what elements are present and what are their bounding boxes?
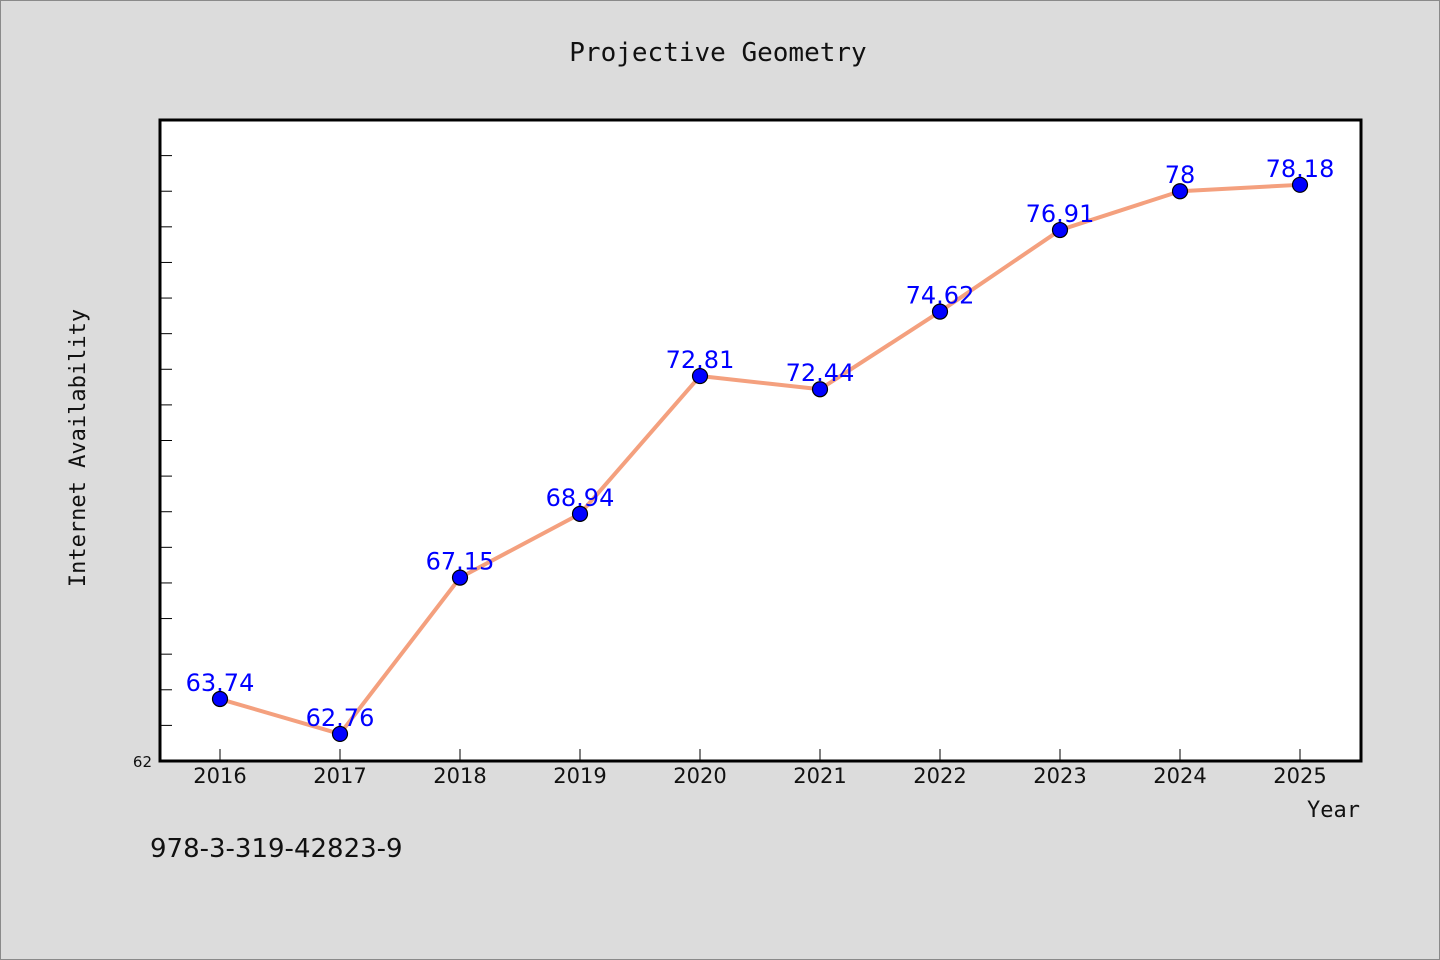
x-tick-label: 2022 [913, 764, 966, 788]
x-axis-ticks: 2016 2017 2018 2019 2020 2021 2022 2023 2024 2025 [193, 749, 1327, 788]
data-label: 74.62 [906, 282, 975, 310]
data-label: 63.74 [186, 669, 255, 697]
data-point [1171, 183, 1189, 200]
data-label: 67.15 [426, 548, 495, 576]
y-axis-ticks [160, 155, 172, 726]
data-label: 72.44 [786, 359, 855, 387]
x-tick-label: 2016 [193, 764, 246, 788]
data-point [931, 303, 949, 320]
data-point [691, 367, 709, 385]
x-tick-label: 2024 [1153, 764, 1206, 788]
x-tick-label: 2017 [313, 764, 366, 788]
y-axis-label: Internet Availability [66, 309, 91, 587]
x-tick-label: 2021 [793, 764, 846, 788]
series-layer: 63.74 62.76 67.15 68.94 72.81 72.44 74.62 76.91… [186, 155, 1335, 743]
plot-area [158, 118, 1363, 763]
data-label: 78.18 [1266, 155, 1335, 183]
data-label: 62.76 [306, 704, 375, 732]
data-point [451, 569, 469, 586]
data-point [1291, 176, 1309, 193]
x-axis-label: Year [1307, 798, 1360, 823]
x-tick-label: 2023 [1033, 764, 1086, 788]
data-point [331, 725, 349, 743]
data-label: 72.81 [666, 346, 735, 374]
data-point [211, 690, 229, 708]
data-label: 78 [1165, 161, 1196, 189]
x-tick-label: 2018 [433, 764, 486, 788]
data-point [811, 381, 829, 398]
data-point [571, 505, 589, 522]
footer-code: 978-3-319-42823-9 [150, 834, 403, 864]
x-tick-label: 2020 [673, 764, 726, 788]
data-label: 76.91 [1026, 200, 1095, 228]
y-tick-label: 62 [133, 753, 152, 771]
chart-title: Projective Geometry [569, 38, 866, 68]
data-label: 68.94 [546, 484, 615, 512]
data-point [1051, 221, 1069, 239]
series-line [218, 182, 1302, 736]
x-tick-label: 2019 [553, 764, 606, 788]
x-tick-label: 2025 [1273, 764, 1326, 788]
